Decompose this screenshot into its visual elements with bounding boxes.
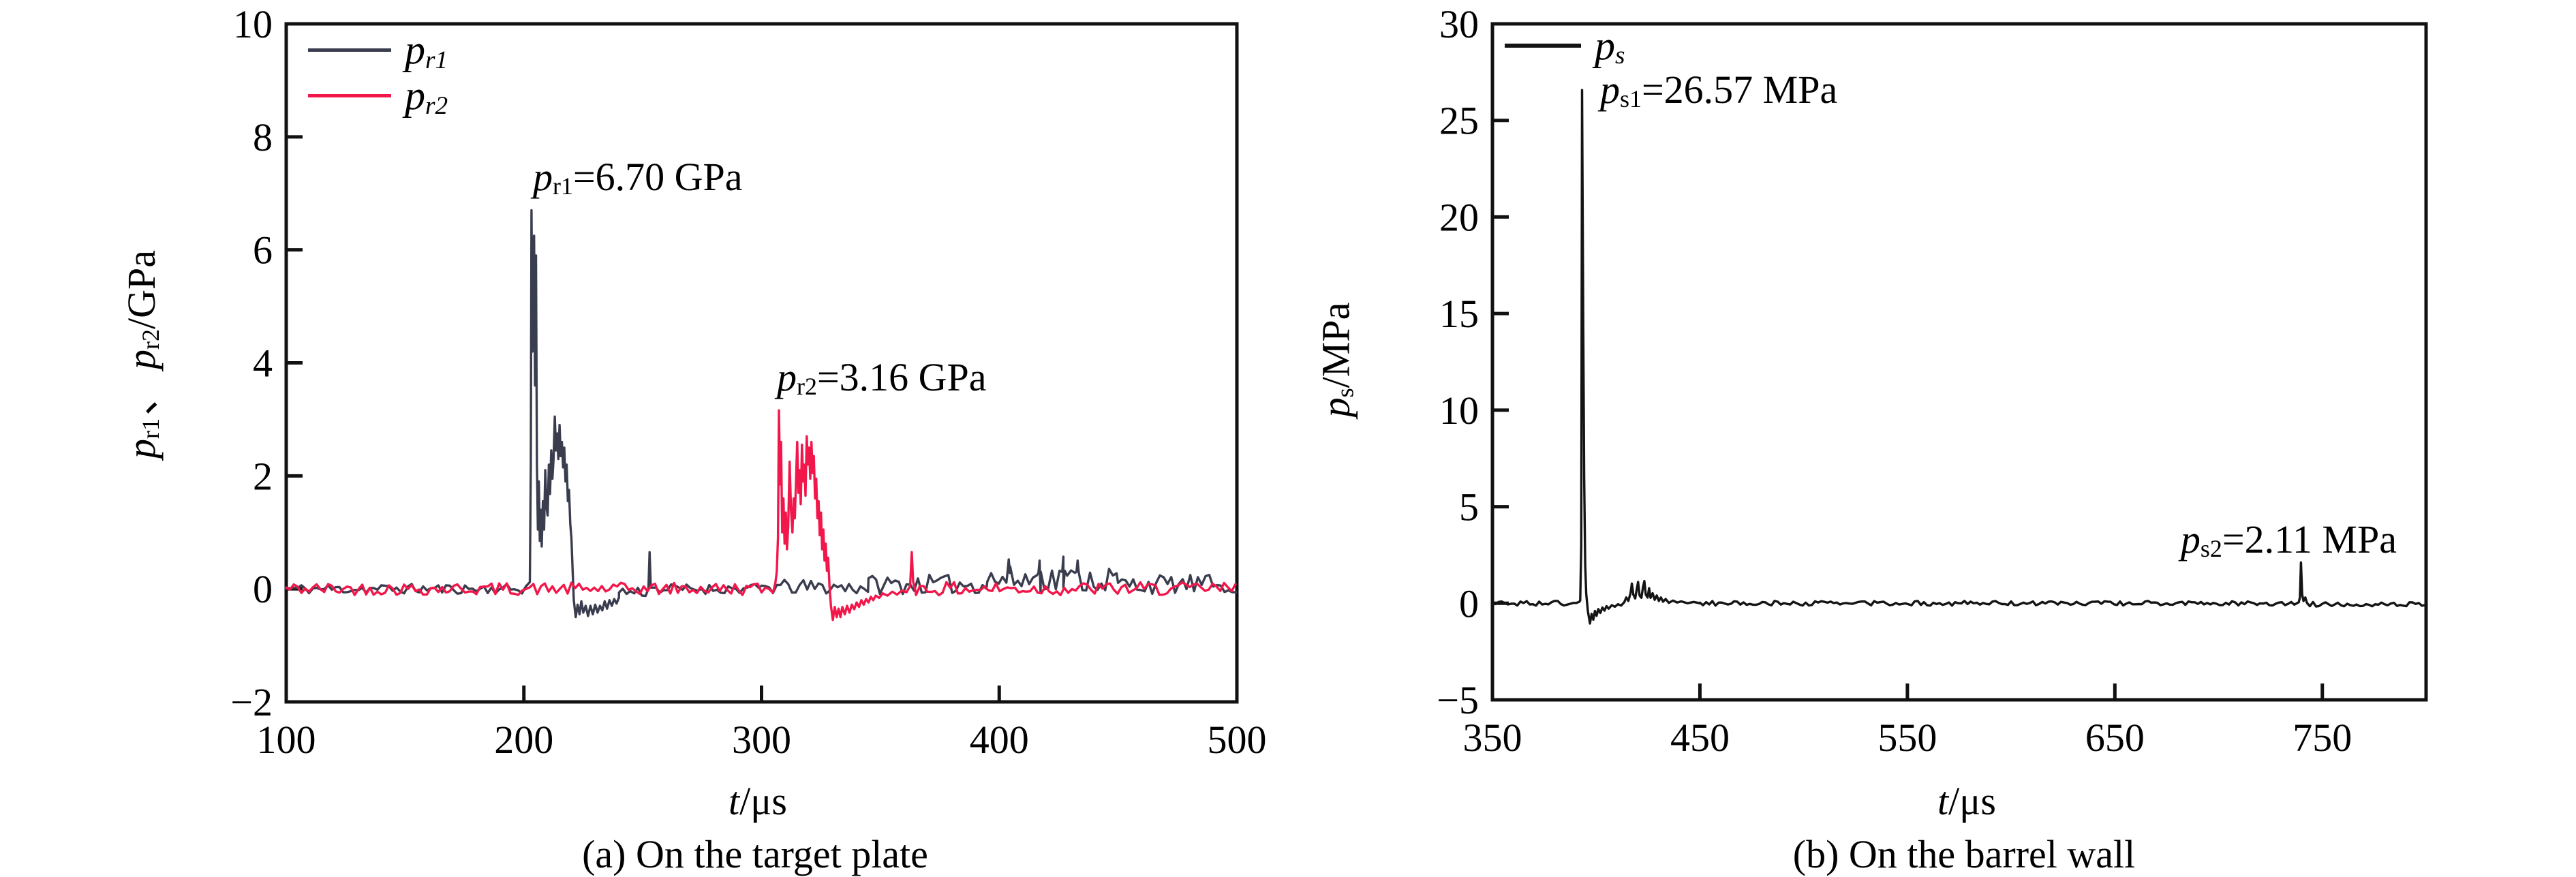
y-tick-label: 0: [1459, 581, 1479, 626]
y-tick-label: 4: [253, 341, 273, 386]
y-tick-label: 5: [1459, 485, 1479, 529]
legend-label-ps: ps: [1595, 22, 1625, 70]
y-tick-label: 0: [253, 567, 273, 611]
annotation-ps2-peak: ps2=2.11 MPa: [2180, 517, 2397, 563]
legend-item-pr1: pr1: [308, 27, 448, 73]
x-axis-title-a: t/μs: [729, 779, 787, 823]
legend-label-pr1: pr1: [405, 27, 448, 74]
caption-panel-a: (a) On the target plate: [582, 832, 928, 876]
y-tick-label: 8: [253, 115, 273, 159]
y-tick-label: 10: [1439, 388, 1479, 433]
trace-ps: [1491, 89, 2427, 625]
legend-item-ps: ps: [1505, 22, 1625, 70]
annotation-pr2-peak: pr2=3.16 GPa: [777, 355, 987, 401]
x-tick-label: 300: [732, 718, 791, 762]
legend-item-pr2: pr2: [308, 73, 448, 119]
legend-label-pr2: pr2: [405, 73, 448, 120]
x-tick-label: 500: [1208, 718, 1267, 762]
pr2-line-swatch: [308, 94, 391, 97]
trace-pr2: [285, 409, 1237, 621]
y-tick-label: 20: [1439, 195, 1479, 239]
trace-pr1: [285, 209, 1238, 619]
x-tick-label: 550: [1877, 716, 1937, 760]
plot-border: [284, 22, 1239, 704]
caption-panel-b: (b) On the barrel wall: [1792, 832, 2136, 876]
y-tick-label: 2: [253, 454, 273, 498]
x-tick-label: 450: [1670, 716, 1730, 760]
x-tick-label: 200: [494, 718, 553, 762]
x-tick-label: 400: [970, 718, 1029, 762]
pr1-line-swatch: [308, 48, 391, 52]
ps-line-swatch: [1505, 44, 1581, 48]
y-tick-label: 10: [233, 2, 273, 46]
y-axis-title-a: pr1、pr2/GPa: [119, 250, 165, 459]
y-tick-label: 30: [1439, 2, 1479, 46]
x-tick-label: 350: [1463, 716, 1522, 760]
x-tick-label: 750: [2293, 716, 2352, 760]
legend-panel-a: pr1 pr2: [308, 27, 448, 119]
y-tick-label: 15: [1439, 292, 1479, 336]
y-tick-label: −5: [1437, 678, 1479, 722]
y-tick-label: 25: [1439, 99, 1479, 143]
annotation-ps1-peak: ps1=26.57 MPa: [1600, 67, 1838, 113]
y-tick-label: −2: [230, 680, 273, 724]
x-axis-title-b: t/μs: [1937, 779, 1996, 823]
annotation-pr1-peak: pr1=6.70 GPa: [533, 155, 743, 200]
y-axis-title-b: ps/MPa: [1313, 302, 1359, 418]
plot-border: [1490, 22, 2428, 702]
x-tick-label: 650: [2085, 716, 2145, 760]
legend-panel-b: ps: [1505, 22, 1625, 70]
x-tick-label: 100: [257, 718, 316, 762]
y-tick-label: 6: [253, 228, 273, 273]
